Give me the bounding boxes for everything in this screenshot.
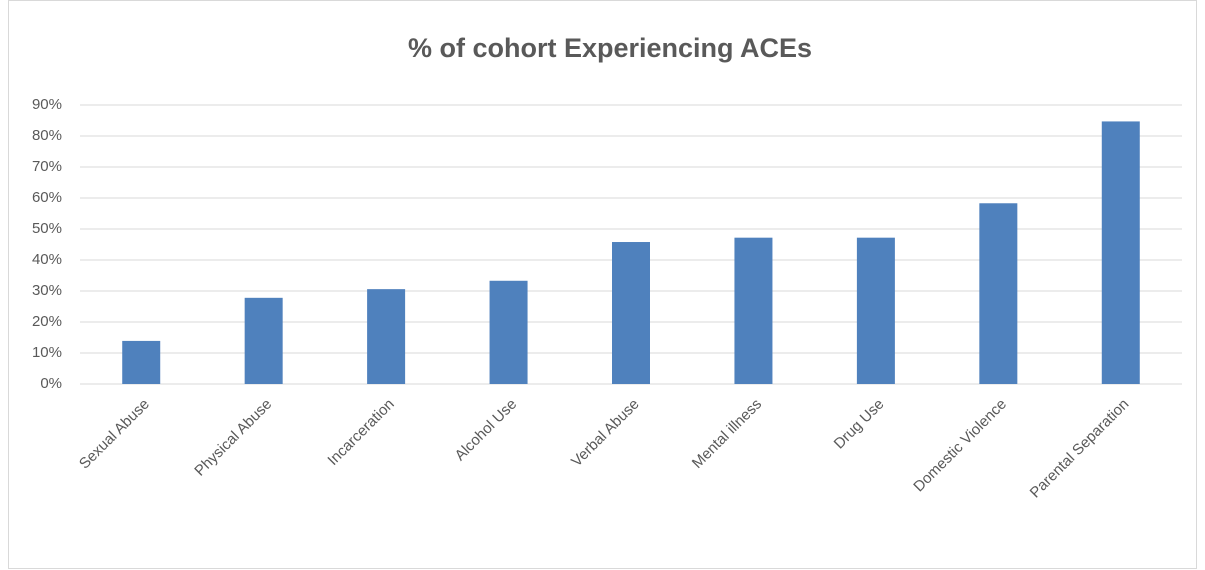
bar: [244, 297, 283, 384]
y-tick-label: 40%: [32, 251, 62, 268]
y-tick-label: 20%: [32, 313, 62, 330]
bar: [489, 280, 528, 384]
y-tick-label: 0%: [40, 375, 62, 392]
y-tick-label: 10%: [32, 344, 62, 361]
bar: [122, 340, 161, 384]
y-tick-label: 50%: [32, 220, 62, 237]
chart-title: % of cohort Experiencing ACEs: [408, 33, 812, 63]
y-tick-label: 30%: [32, 282, 62, 299]
bar: [734, 237, 773, 384]
bar: [612, 242, 650, 384]
chart-border: [8, 0, 1197, 569]
y-tick-label: 70%: [32, 158, 62, 175]
y-tick-label: 80%: [32, 127, 62, 144]
bar: [979, 203, 1018, 384]
bar: [367, 289, 406, 384]
bar: [1101, 121, 1140, 385]
bar: [856, 237, 895, 384]
y-tick-label: 90%: [32, 96, 62, 113]
y-tick-label: 60%: [32, 189, 62, 206]
